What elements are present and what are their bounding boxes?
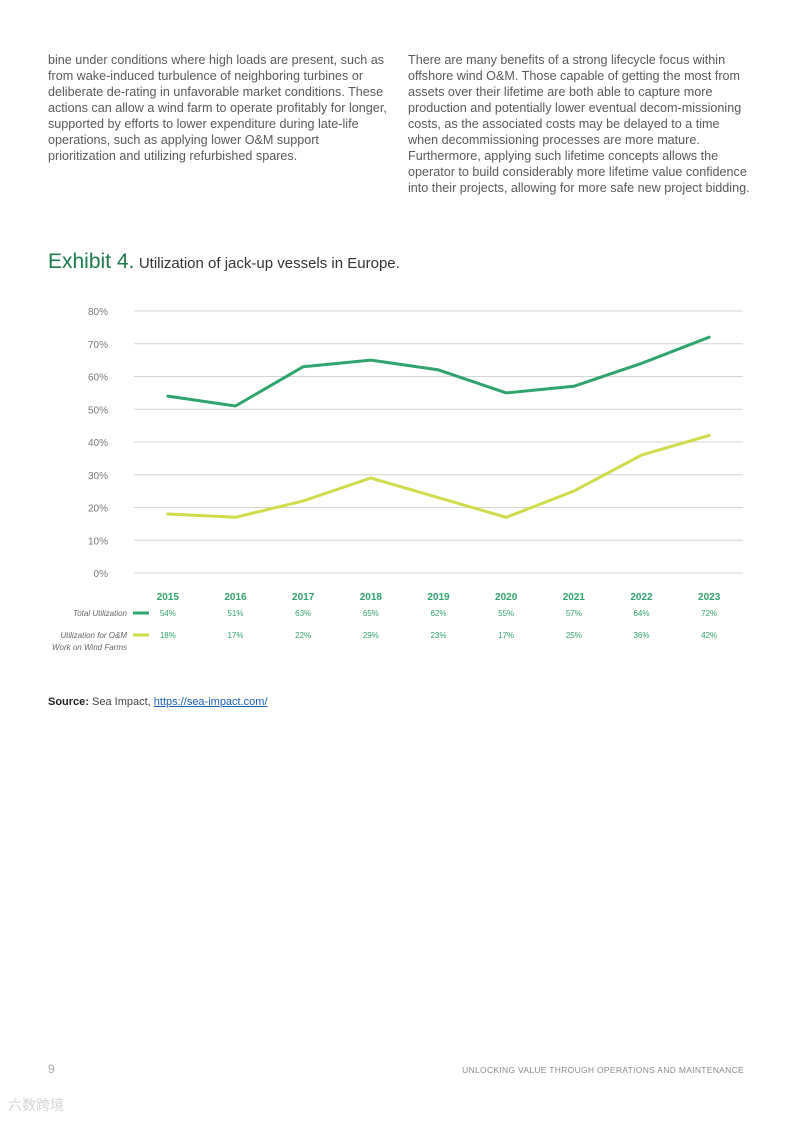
- y-tick-label: 70%: [88, 340, 108, 351]
- exhibit-title: Exhibit 4. Utilization of jack-up vessel…: [48, 250, 400, 274]
- exhibit-description: Utilization of jack-up vessels in Europe…: [138, 255, 400, 272]
- data-label: 17%: [227, 631, 243, 640]
- data-label: 18%: [160, 631, 176, 640]
- y-tick-label: 50%: [88, 405, 108, 416]
- y-tick-label: 80%: [88, 307, 108, 318]
- chart-data-table: Total Utilization Utilization for O&M Work…: [52, 609, 717, 652]
- legend-label-om-line2: Work on Wind Farms: [52, 643, 127, 652]
- exhibit-label: Exhibit 4.: [48, 250, 135, 273]
- data-label: 55%: [498, 609, 514, 618]
- data-label: 57%: [566, 609, 582, 618]
- chart-series-lines: [166, 335, 711, 519]
- y-tick-label: 30%: [88, 471, 108, 482]
- legend-label-total: Total Utilization: [73, 609, 128, 618]
- data-label: 72%: [701, 609, 717, 618]
- page-number: 9: [48, 1062, 55, 1076]
- data-label: 64%: [633, 609, 649, 618]
- y-tick-label: 10%: [88, 536, 108, 547]
- data-label: 51%: [227, 609, 243, 618]
- body-paragraph-right: There are many benefits of a strong life…: [408, 53, 750, 195]
- data-label: 63%: [295, 609, 311, 618]
- legend-label-om-line1: Utilization for O&M: [60, 631, 127, 640]
- x-tick-label: 2019: [427, 592, 450, 603]
- watermark-logo: 六数跨境: [8, 1097, 64, 1113]
- data-label: 42%: [701, 631, 717, 640]
- chart-gridlines: [134, 310, 743, 574]
- x-tick-label: 2021: [563, 592, 586, 603]
- data-label: 62%: [430, 609, 446, 618]
- chart-x-tick-labels: 2015 2016 2017 2018 2019 2020 2021 2022 2023: [157, 592, 721, 603]
- data-label: 23%: [430, 631, 446, 640]
- x-tick-label: 2023: [698, 592, 721, 603]
- chart-y-tick-labels: 0% 10% 20% 30% 40% 50% 60% 70% 80%: [88, 307, 108, 580]
- series-line-2: [166, 433, 711, 519]
- y-tick-label: 0%: [94, 569, 109, 580]
- data-label: 36%: [633, 631, 649, 640]
- x-tick-label: 2016: [224, 592, 247, 603]
- y-tick-label: 60%: [88, 373, 108, 384]
- source-label: Source:: [48, 696, 89, 708]
- body-paragraph-left: bine under conditions where high loads a…: [48, 53, 387, 163]
- x-tick-label: 2022: [630, 592, 653, 603]
- series-line-1: [166, 335, 711, 408]
- y-tick-label: 40%: [88, 438, 108, 449]
- data-label: 29%: [363, 631, 379, 640]
- source-note: Source: Sea Impact, https://sea-impact.c…: [48, 696, 268, 708]
- x-tick-label: 2017: [292, 592, 315, 603]
- data-label: 17%: [498, 631, 514, 640]
- data-label: 22%: [295, 631, 311, 640]
- x-tick-label: 2018: [360, 592, 383, 603]
- source-link[interactable]: https://sea-impact.com/: [153, 696, 268, 708]
- utilization-line-chart: 0%10%20%30%40%50%60%70%80% 2015 2016 2017 2…: [52, 307, 743, 652]
- x-tick-label: 2015: [157, 592, 180, 603]
- data-label: 54%: [160, 609, 176, 618]
- x-tick-label: 2020: [495, 592, 518, 603]
- source-text: Sea Impact,: [92, 696, 151, 708]
- footer-title: UNLOCKING VALUE THROUGH OPERATIONS AND M…: [462, 1065, 744, 1075]
- data-label: 25%: [566, 631, 582, 640]
- data-label: 65%: [363, 609, 379, 618]
- y-tick-label: 20%: [88, 504, 108, 515]
